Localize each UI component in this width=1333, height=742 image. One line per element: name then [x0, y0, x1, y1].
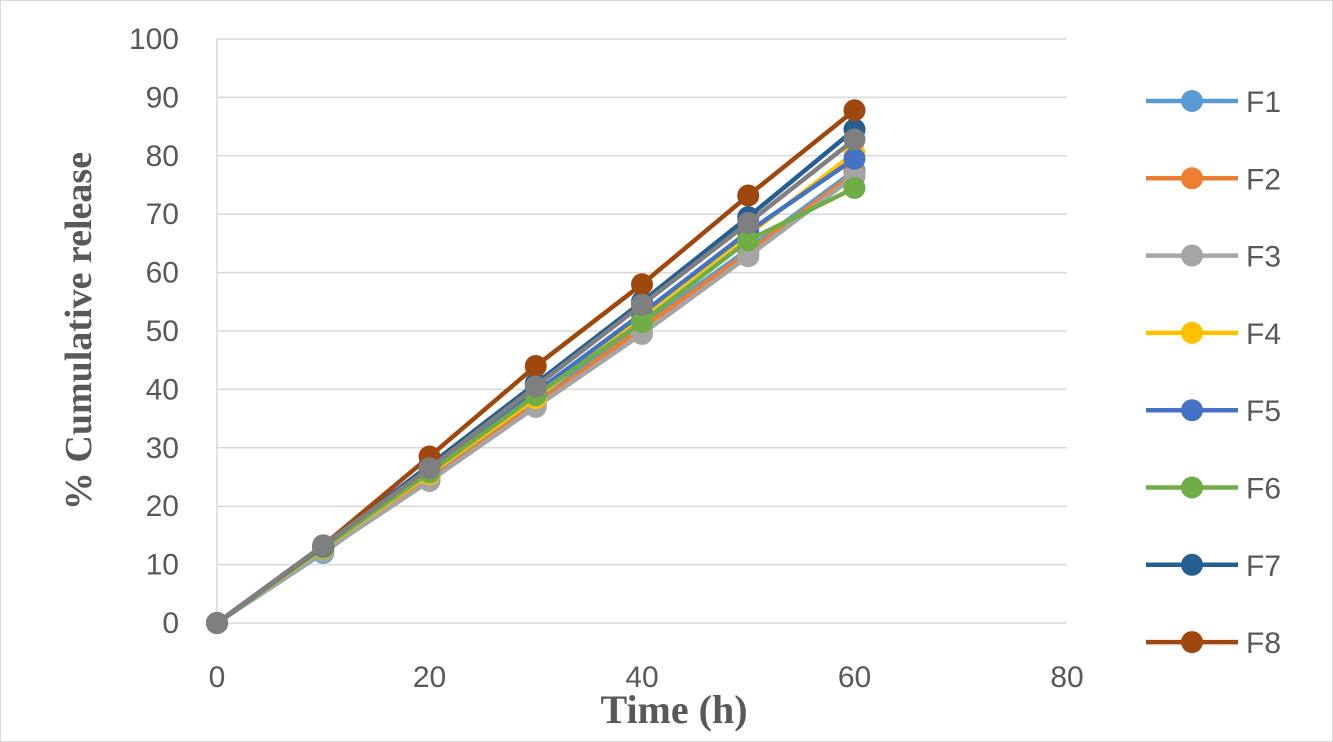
data-point	[631, 273, 653, 296]
x-tick-label: 80	[1050, 661, 1083, 694]
legend-label: F5	[1246, 395, 1281, 428]
data-point	[312, 534, 335, 557]
data-point	[843, 176, 866, 199]
legend-swatch-marker	[1181, 399, 1203, 422]
legend-swatch-marker	[1181, 476, 1203, 499]
data-point	[843, 128, 866, 151]
y-tick-label: 70	[146, 198, 179, 231]
legend-label: F8	[1246, 627, 1281, 660]
data-point	[206, 612, 228, 634]
legend-swatch-marker	[1181, 631, 1203, 654]
data-point	[524, 375, 547, 398]
legend: F1 F2 F3 F4 F5 F6 F7 F8	[1146, 86, 1281, 660]
legend-label: F1	[1246, 86, 1281, 119]
x-axis-ticks: 0 20 40 60 80	[209, 661, 1084, 694]
legend-item-f4: F4	[1146, 318, 1281, 351]
y-tick-label: 80	[146, 140, 179, 173]
data-point	[737, 229, 760, 252]
y-tick-label: 10	[146, 549, 179, 582]
y-tick-label: 100	[129, 23, 179, 56]
legend-item-f6: F6	[1146, 473, 1281, 506]
data-point	[418, 457, 441, 480]
y-tick-label: 30	[146, 432, 179, 465]
x-tick-label: 40	[625, 661, 658, 694]
legend-item-f8: F8	[1146, 627, 1281, 660]
legend-label: F3	[1246, 241, 1281, 274]
y-tick-label: 50	[146, 315, 179, 348]
y-tick-label: 60	[146, 257, 179, 290]
legend-label: F4	[1246, 318, 1281, 351]
y-tick-label: 40	[146, 373, 179, 406]
legend-item-f2: F2	[1146, 163, 1281, 196]
data-point	[843, 147, 866, 170]
data-point	[737, 184, 760, 207]
x-tick-label: 0	[209, 661, 226, 694]
legend-swatch-marker	[1181, 167, 1203, 190]
legend-swatch-marker	[1181, 90, 1203, 112]
legend-item-f1: F1	[1146, 86, 1281, 119]
data-point	[524, 355, 547, 378]
x-tick-label: 60	[838, 661, 871, 694]
series-group	[206, 99, 866, 634]
legend-label: F7	[1246, 550, 1281, 583]
legend-item-f5: F5	[1146, 395, 1281, 428]
data-point	[737, 245, 760, 268]
legend-swatch-marker	[1181, 553, 1203, 576]
legend-label: F6	[1246, 473, 1281, 506]
y-tick-label: 20	[146, 490, 179, 523]
y-tick-label: 0	[162, 607, 179, 640]
data-point	[631, 293, 653, 316]
legend-item-f3: F3	[1146, 241, 1281, 274]
y-axis-ticks: 0 10 20 30 40 50 60 70 80 90 100	[129, 23, 179, 640]
x-axis-title: Time (h)	[600, 687, 747, 732]
y-tick-label: 90	[146, 81, 179, 114]
data-point	[737, 211, 760, 234]
legend-item-f7: F7	[1146, 550, 1281, 583]
x-tick-label: 20	[413, 661, 446, 694]
legend-swatch-marker	[1181, 321, 1203, 344]
series-overlay	[206, 128, 866, 634]
data-point	[631, 311, 653, 334]
legend-label: F2	[1246, 163, 1281, 196]
data-point	[843, 99, 866, 122]
series-f8	[206, 99, 866, 634]
legend-swatch-marker	[1181, 244, 1203, 267]
y-axis-title: % Cumulative release	[58, 152, 100, 510]
